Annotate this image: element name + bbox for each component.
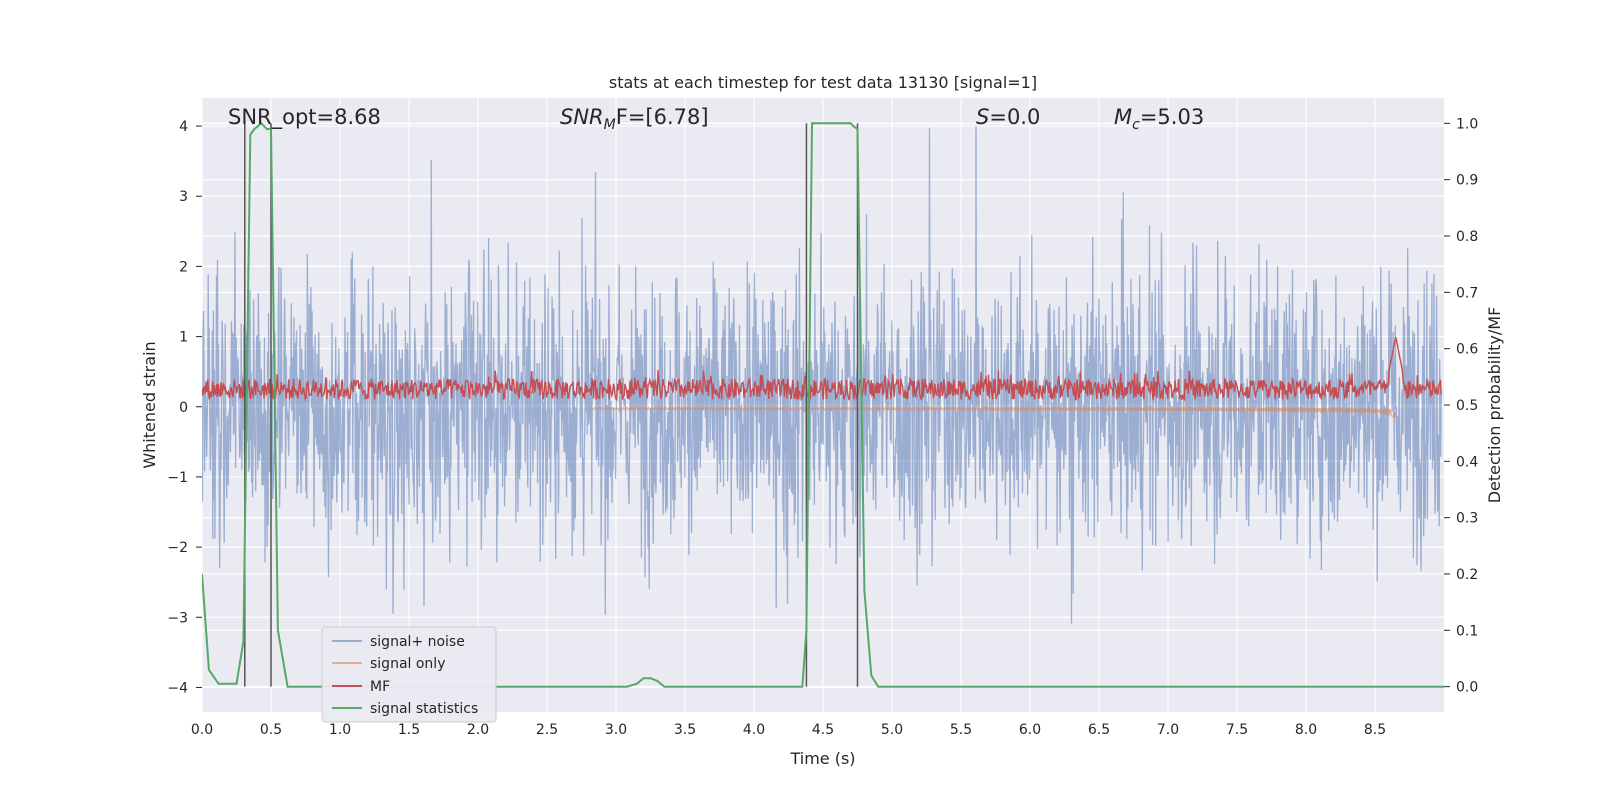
x-tick-label: 4.5 — [812, 722, 834, 738]
y-tick-label-left: −1 — [167, 470, 188, 486]
annotation-snr-mf: SNRMF=[6.78] — [560, 105, 709, 133]
y-tick-label-right: 0.5 — [1456, 398, 1478, 414]
x-tick-label: 1.5 — [398, 722, 420, 738]
y-tick-label-left: −2 — [167, 540, 188, 556]
annotation-mc-sub: c — [1132, 117, 1140, 133]
legend-label-signal-only: signal only — [370, 656, 445, 672]
x-tick-label: 6.0 — [1019, 722, 1041, 738]
annotation-s-rest: =0.0 — [989, 105, 1040, 129]
y-tick-label-right: 0.3 — [1456, 511, 1478, 527]
y-ticks-left: −4 −3 −2 −1 0 1 2 3 4 — [167, 119, 202, 696]
x-ticks: 0.0 0.5 1.0 1.5 2.0 2.5 3.0 3.5 4.0 4.5 5.0 5.5 6.0 6… — [191, 722, 1386, 738]
x-tick-label: 8.0 — [1295, 722, 1317, 738]
signal-statistics-series — [202, 121, 1444, 688]
y-tick-label-right: 0.0 — [1456, 680, 1478, 696]
y-tick-label-right: 0.1 — [1456, 623, 1478, 639]
annotation-snr-mf-main: SNR — [560, 105, 604, 129]
legend-label-signal-statistics: signal statistics — [370, 701, 478, 717]
annotation-snr-mf-sub: M — [604, 117, 616, 133]
x-tick-label: 0.0 — [191, 722, 213, 738]
y-tick-label-left: 4 — [179, 119, 188, 135]
signal-noise-line — [202, 126, 1442, 624]
annotation-snr-mf-rest: F=[6.78] — [616, 105, 709, 129]
x-tick-label: 5.0 — [881, 722, 903, 738]
y-tick-label-right: 0.6 — [1456, 342, 1478, 358]
y-tick-label-left: 1 — [179, 330, 188, 346]
signal-only-series — [587, 404, 1396, 419]
y-tick-label-right: 0.9 — [1456, 173, 1478, 189]
y-ticks-right: 0.0 0.1 0.2 0.3 0.4 0.5 0.6 0.7 0.8 0.9 1.0 — [1444, 116, 1478, 696]
x-tick-label: 5.5 — [950, 722, 972, 738]
y-tick-label-left: 0 — [179, 400, 188, 416]
annotation-mc: Mc=5.03 — [1114, 105, 1204, 133]
y-tick-label-right: 0.7 — [1456, 285, 1478, 301]
annotation-s: S=0.0 — [976, 105, 1040, 129]
mf-line — [202, 336, 1442, 402]
y-axis-label-left: Whitened strain — [140, 341, 159, 468]
y-tick-label-right: 0.2 — [1456, 567, 1478, 583]
x-tick-label: 7.5 — [1226, 722, 1248, 738]
x-tick-label: 2.0 — [467, 722, 489, 738]
signal-noise-series — [202, 126, 1442, 624]
x-tick-label: 8.5 — [1364, 722, 1386, 738]
y-axis-label-right: Detection probability/MF — [1485, 307, 1504, 504]
y-tick-label-left: 3 — [179, 189, 188, 205]
annotation-snr-opt: SNR_opt=8.68 — [228, 105, 381, 130]
annotation-s-main: S — [976, 105, 989, 129]
annotation-mc-main: M — [1114, 105, 1132, 129]
x-axis-label: Time (s) — [789, 749, 855, 768]
annotation-mc-rest: =5.03 — [1140, 105, 1204, 129]
y-tick-label-left: −4 — [167, 680, 188, 696]
plot-clip-group — [202, 121, 1444, 688]
y-tick-label-left: −3 — [167, 610, 188, 626]
legend-label-mf: MF — [370, 679, 390, 695]
x-tick-label: 3.0 — [605, 722, 627, 738]
x-tick-label: 7.0 — [1157, 722, 1179, 738]
y-tick-label-right: 0.8 — [1456, 229, 1478, 245]
y-tick-label-right: 1.0 — [1456, 116, 1478, 132]
x-tick-label: 6.5 — [1088, 722, 1110, 738]
x-tick-label: 3.5 — [674, 722, 696, 738]
y-tick-label-left: 2 — [179, 259, 188, 275]
x-tick-label: 4.0 — [743, 722, 765, 738]
legend: signal+ noise signal only MF signal stat… — [321, 626, 497, 723]
chart-title: stats at each timestep for test data 131… — [609, 73, 1037, 92]
legend-label-signal-noise: signal+ noise — [370, 634, 465, 650]
x-tick-label: 1.0 — [329, 722, 351, 738]
x-tick-label: 2.5 — [536, 722, 558, 738]
signal-only-line — [587, 404, 1396, 419]
mf-series — [202, 336, 1442, 402]
signal-statistics-line — [202, 121, 1444, 688]
y-tick-label-right: 0.4 — [1456, 454, 1478, 470]
x-tick-label: 0.5 — [260, 722, 282, 738]
legend-box — [321, 626, 497, 723]
